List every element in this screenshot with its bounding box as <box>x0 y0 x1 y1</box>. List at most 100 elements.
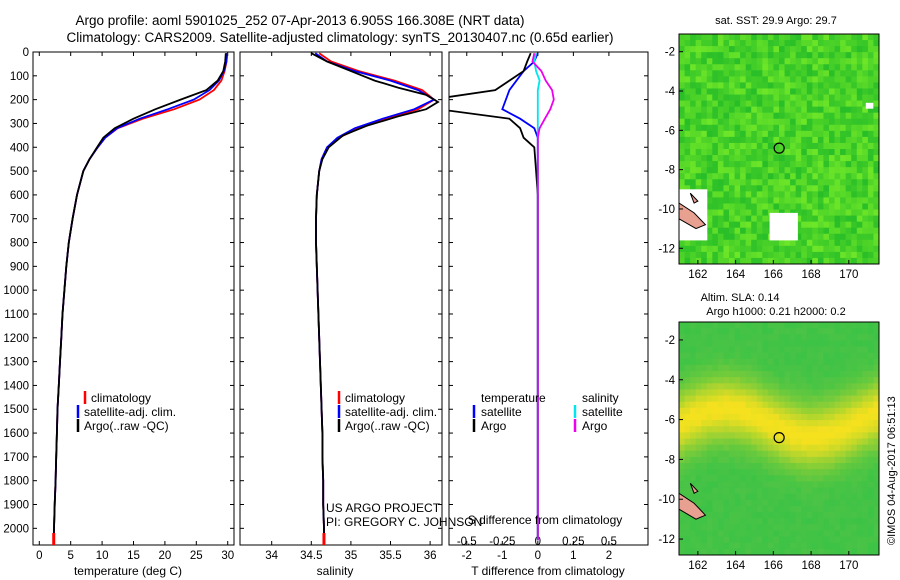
map-cell <box>745 542 752 550</box>
map-cell <box>862 124 869 132</box>
map-cell <box>684 155 691 162</box>
map-cell <box>762 456 769 464</box>
map-cell <box>762 328 769 335</box>
map-cell <box>701 88 708 96</box>
map-cell <box>740 450 747 458</box>
map-cell <box>851 383 858 390</box>
map-cell <box>695 536 702 544</box>
map-cell <box>779 413 786 421</box>
map-cell <box>817 161 824 168</box>
map-cell <box>712 227 719 235</box>
map-cell <box>734 46 741 53</box>
map-cell <box>862 34 869 41</box>
map-cell <box>695 346 702 354</box>
map-cell <box>756 475 763 482</box>
map-cell <box>701 505 708 513</box>
map-cell <box>851 481 858 489</box>
map-cell <box>806 215 813 223</box>
map-cell <box>717 88 724 96</box>
map-cell <box>790 542 797 550</box>
map-cell <box>834 334 841 341</box>
map-cell <box>856 34 863 41</box>
map-cell <box>706 518 713 525</box>
map-cell <box>795 118 802 126</box>
map-cell <box>701 420 708 427</box>
map-cell <box>834 456 841 464</box>
map-cell <box>701 155 708 162</box>
map-x-tick-label: 162 <box>688 269 707 281</box>
map-cell <box>756 469 763 476</box>
map-cell <box>734 383 741 390</box>
map-cell <box>856 227 863 235</box>
map-cell <box>790 191 797 198</box>
map-cell <box>740 481 747 489</box>
map-cell <box>740 82 747 89</box>
map-cell <box>751 481 758 489</box>
map-cell <box>723 456 730 464</box>
map-cell <box>817 221 824 229</box>
map-cell <box>712 536 719 544</box>
map-cell <box>729 463 736 470</box>
map-cell <box>756 548 763 555</box>
map-cell <box>767 112 774 120</box>
map-cell <box>806 70 813 77</box>
map-cell <box>795 536 802 544</box>
map-cell <box>679 530 686 538</box>
map-cell <box>706 426 713 433</box>
map-cell <box>712 377 719 384</box>
map-cell <box>745 450 752 458</box>
map-cell <box>867 239 874 247</box>
map-cell <box>834 203 841 211</box>
map-cell <box>790 469 797 476</box>
map-cell <box>740 88 747 96</box>
map-cell <box>717 155 724 162</box>
map-cell <box>745 469 752 476</box>
map-cell <box>767 420 774 427</box>
map-cell <box>840 82 847 89</box>
map-cell <box>717 94 724 102</box>
map-cell <box>834 161 841 168</box>
map-cell <box>690 112 697 120</box>
map-cell <box>851 328 858 335</box>
map-cell <box>701 438 708 446</box>
map-cell <box>729 444 736 452</box>
map-cell <box>823 487 830 495</box>
map-cell <box>751 221 758 229</box>
map-cell <box>729 209 736 217</box>
map-cell <box>779 94 786 102</box>
map-cell <box>829 322 836 329</box>
map-cell <box>751 227 758 235</box>
map-cell <box>801 239 808 247</box>
map-cell <box>773 444 780 452</box>
map-cell <box>756 340 763 348</box>
map-cell <box>779 499 786 507</box>
map-cell <box>723 407 730 415</box>
map-cell <box>851 493 858 501</box>
y-tick-label: 300 <box>10 118 29 130</box>
map-cell <box>806 179 813 186</box>
map-cell <box>773 407 780 415</box>
map-cell <box>856 395 863 403</box>
map-cell <box>762 118 769 126</box>
map-cell <box>806 512 813 519</box>
map-cell <box>729 389 736 397</box>
map-cell <box>712 542 719 550</box>
map-cell <box>762 395 769 403</box>
map-cell <box>684 438 691 446</box>
map-cell <box>784 124 791 132</box>
map-cell <box>851 438 858 446</box>
map-cell <box>856 76 863 83</box>
map-cell <box>734 358 741 366</box>
map-cell <box>756 512 763 519</box>
map-cell <box>801 456 808 464</box>
map-cell <box>690 395 697 403</box>
map-cell <box>862 191 869 198</box>
map-cell <box>795 530 802 538</box>
map-cell <box>829 167 836 174</box>
map-cell <box>679 52 686 59</box>
map-cell <box>701 76 708 83</box>
map-cell <box>706 395 713 403</box>
map-cell <box>829 257 836 264</box>
map-cell <box>806 371 813 378</box>
map-cell <box>834 209 841 217</box>
